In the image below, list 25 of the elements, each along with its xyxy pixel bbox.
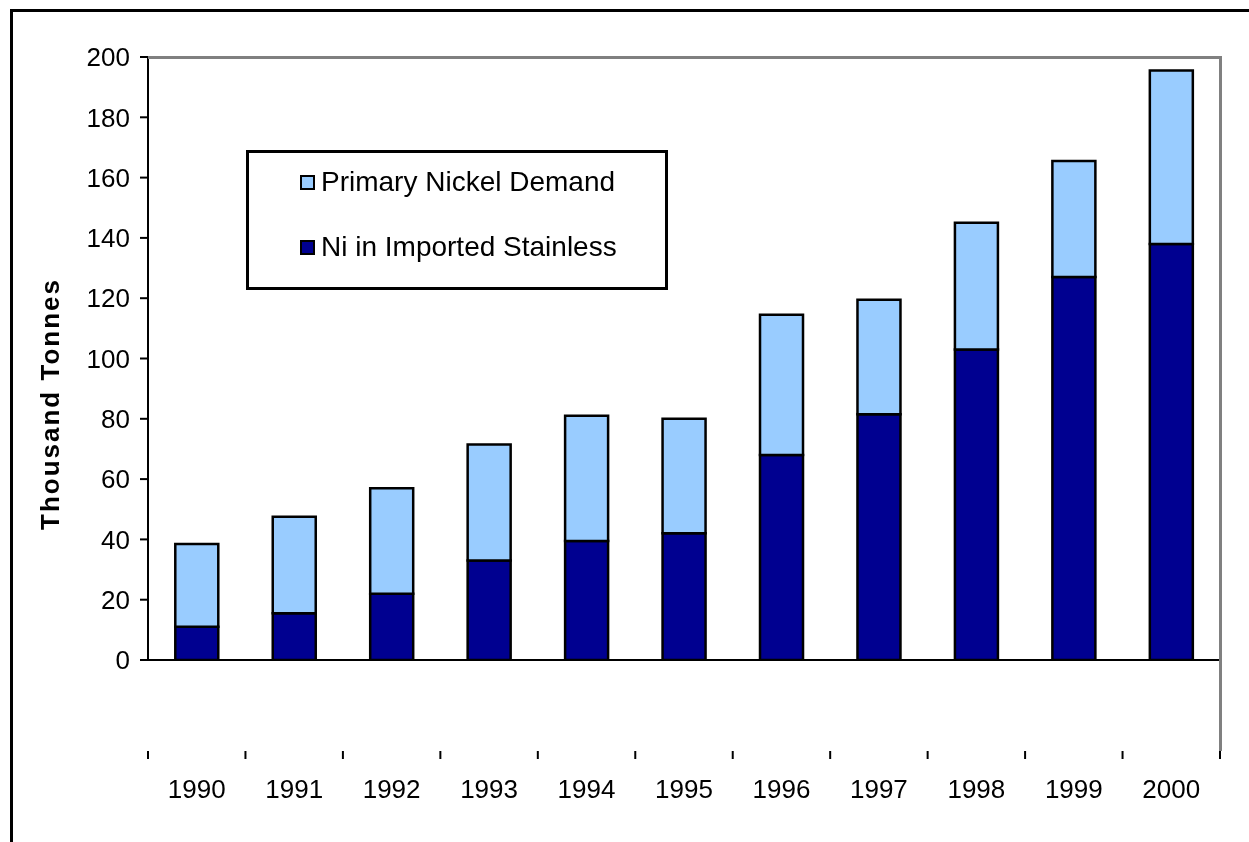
y-tick-label: 60 xyxy=(101,464,130,495)
x-tick-label: 1997 xyxy=(849,774,908,804)
y-tick-label: 140 xyxy=(86,223,130,254)
y-tick-label: 100 xyxy=(86,343,130,374)
x-tick-label: 1994 xyxy=(557,774,616,804)
y-tick-label: 160 xyxy=(86,162,130,193)
x-tick-label: 1990 xyxy=(167,774,226,804)
y-tick-label: 20 xyxy=(101,584,130,615)
x-tick-label: 1995 xyxy=(655,774,713,804)
x-tick-label: 1996 xyxy=(752,774,811,804)
y-tick-label: 180 xyxy=(86,102,130,133)
x-tick-label: 2000 xyxy=(1142,774,1201,804)
x-tick-label: 1998 xyxy=(947,774,1006,804)
y-tick-label: 80 xyxy=(101,404,130,435)
x-tick-label: 1992 xyxy=(362,774,421,804)
legend-label: Primary Nickel Demand xyxy=(321,166,616,198)
y-tick-label: 120 xyxy=(86,283,130,314)
y-tick-label: 40 xyxy=(101,524,130,555)
x-tick-label: 1991 xyxy=(265,774,324,804)
y-tick-label: 200 xyxy=(86,42,130,73)
x-tick-label: 1993 xyxy=(460,774,519,804)
y-axis-title: Thousand Tonnes xyxy=(35,278,65,530)
legend-label: Ni in Imported Stainless xyxy=(321,231,617,263)
y-tick-label: 0 xyxy=(115,645,130,676)
x-tick-label: 1999 xyxy=(1044,774,1103,804)
